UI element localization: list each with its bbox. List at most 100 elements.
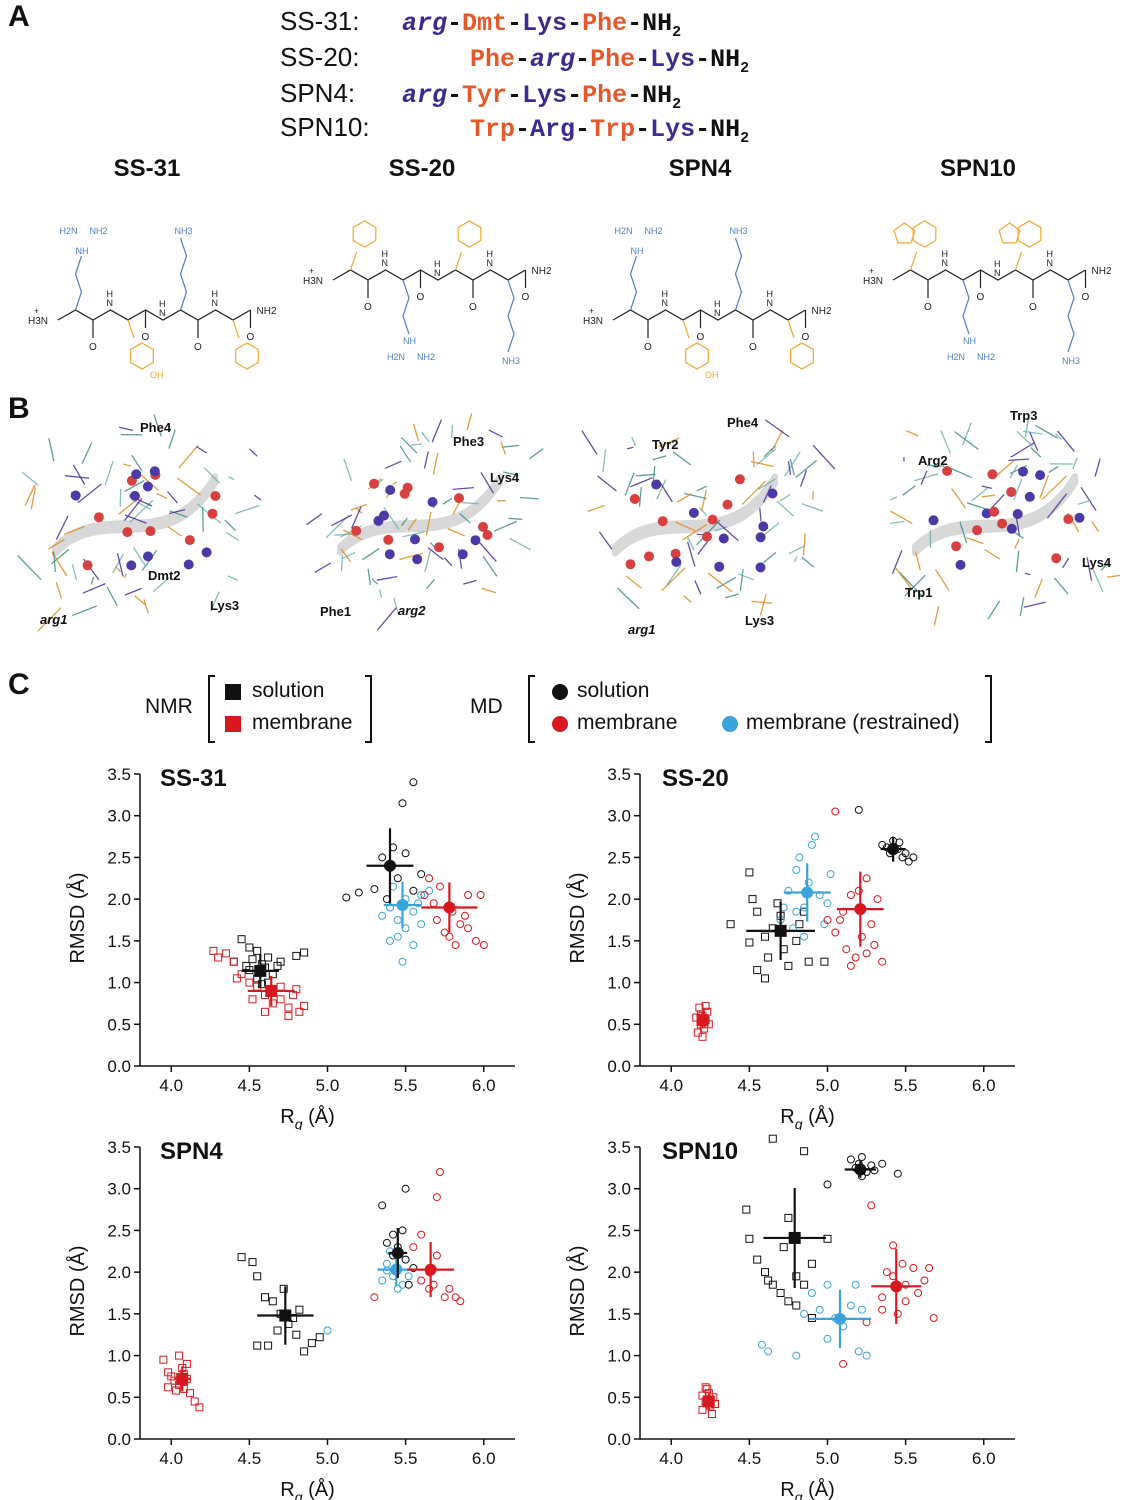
data-point-square [253, 1341, 262, 1350]
guanidine-nh2-label: NH2 [417, 352, 435, 362]
y-tick-label: 1.0 [607, 1347, 631, 1366]
data-point-circle [420, 891, 429, 899]
side-chain-conformer [466, 413, 473, 431]
data-point-circle [846, 961, 855, 970]
residue: arg [530, 45, 576, 74]
side-chain-conformer [424, 549, 432, 573]
side-chain-conformer [407, 518, 417, 531]
side-chain-conformer [202, 506, 204, 532]
side-chain-conformer [367, 568, 372, 585]
atom-sphere [688, 507, 699, 518]
x-tick-label: 4.0 [159, 1076, 183, 1095]
data-point-circle [823, 1334, 832, 1343]
data-point-circle [378, 911, 387, 920]
data-point-square [237, 1253, 246, 1262]
side-chain-conformer [509, 537, 532, 551]
atom-sphere [629, 494, 640, 504]
side-chain-conformer [940, 430, 951, 454]
data-point-circle [901, 1297, 910, 1306]
side-chain-bond [1067, 279, 1075, 353]
oxygen-atom: O [194, 342, 202, 353]
atom-sphere [478, 521, 488, 532]
data-point-circle [401, 1184, 410, 1193]
data-point-square [748, 895, 757, 904]
data-point-square [229, 957, 238, 966]
side-chain-conformer [71, 564, 78, 581]
side-chain-conformer [1016, 430, 1034, 447]
side-chain-bond [402, 279, 410, 335]
data-point-square [284, 1011, 293, 1020]
side-chain-conformer [451, 424, 453, 438]
data-point-circle [393, 932, 402, 941]
side-chain-conformer [248, 448, 258, 457]
data-point-circle [823, 1280, 832, 1289]
side-chain-conformer [1035, 424, 1058, 439]
data-point-circle [389, 1230, 398, 1239]
y-tick-label: 3.5 [107, 765, 131, 784]
side-chain-conformer [156, 492, 168, 500]
data-point-circle [401, 849, 410, 858]
backbone-bond [332, 269, 526, 281]
legend-nmr-solution-marker [225, 684, 241, 700]
y-tick-label: 1.0 [607, 974, 631, 993]
nitrogen-atom: N [107, 298, 114, 308]
structure-title-ss31: SS-31 [113, 155, 181, 182]
residue: Lys [522, 9, 568, 38]
atom-sphere [651, 479, 662, 490]
data-point-circle [800, 1309, 809, 1318]
data-point-circle [476, 891, 485, 899]
atom-sphere [987, 469, 998, 480]
mean-marker-square [702, 1395, 715, 1408]
side-chain-conformer [350, 503, 367, 511]
side-chain-conformer [131, 454, 143, 472]
side-chain-conformer [682, 523, 708, 541]
structure-title-ss20: SS-20 [388, 155, 456, 182]
side-chain-conformer [902, 485, 916, 496]
side-chain-conformer [762, 485, 772, 503]
legend: NMR solution membrane MD solution membra… [0, 672, 1122, 747]
mean-marker-square [176, 1372, 189, 1385]
side-chain-conformer [764, 419, 790, 438]
side-chain-conformer [392, 481, 398, 486]
oxygen-atom: O [802, 332, 810, 343]
backbone-bond [892, 269, 1086, 281]
y-tick-label: 2.5 [107, 1221, 131, 1240]
ensemble-label-arg2-spn10: Arg2 [918, 453, 948, 468]
data-point-circle [901, 1280, 910, 1289]
atom-sphere [714, 561, 725, 572]
mean-marker-square [696, 1014, 709, 1027]
side-chain-conformer [890, 510, 913, 525]
data-point-square [292, 985, 301, 994]
data-point-circle [436, 1168, 444, 1176]
amine-label: NH3 [1062, 356, 1080, 366]
data-point-circle [909, 1264, 918, 1272]
oxygen-atom: O [697, 332, 705, 343]
side-chain-conformer [741, 480, 767, 506]
mean-marker-circle [391, 1246, 404, 1259]
data-point-square [295, 1007, 304, 1016]
atom-sphere [93, 512, 104, 523]
data-point-circle [323, 1326, 332, 1335]
side-chain-conformer [914, 473, 939, 482]
data-point-circle [867, 920, 876, 929]
side-chain-conformer [21, 471, 39, 486]
y-tick-label: 1.5 [107, 1305, 131, 1324]
side-chain-bond [74, 255, 83, 311]
side-chain-bond [787, 319, 795, 339]
y-tick-label: 0.0 [107, 1430, 131, 1449]
atom-sphere [671, 557, 682, 567]
ensemble-render-ss20 [306, 413, 544, 631]
data-point-square [726, 920, 735, 929]
y-tick-label: 3.5 [107, 1138, 131, 1157]
side-chain-conformer [1094, 458, 1101, 477]
sequence-chain: Phe-arg-Phe-Lys-NH2 [470, 45, 749, 77]
residue: Lys [522, 81, 568, 110]
ensemble-label-phe4: Phe4 [140, 420, 172, 435]
side-chain-conformer [361, 547, 380, 561]
data-point-square [295, 1305, 304, 1314]
oxygen-atom: O [977, 292, 985, 303]
side-chain-conformer [1039, 475, 1050, 499]
side-chain-conformer [177, 477, 201, 496]
ensemble-label-tyr2: Tyr2 [652, 437, 679, 452]
hydrogen-atom: H [662, 289, 669, 299]
